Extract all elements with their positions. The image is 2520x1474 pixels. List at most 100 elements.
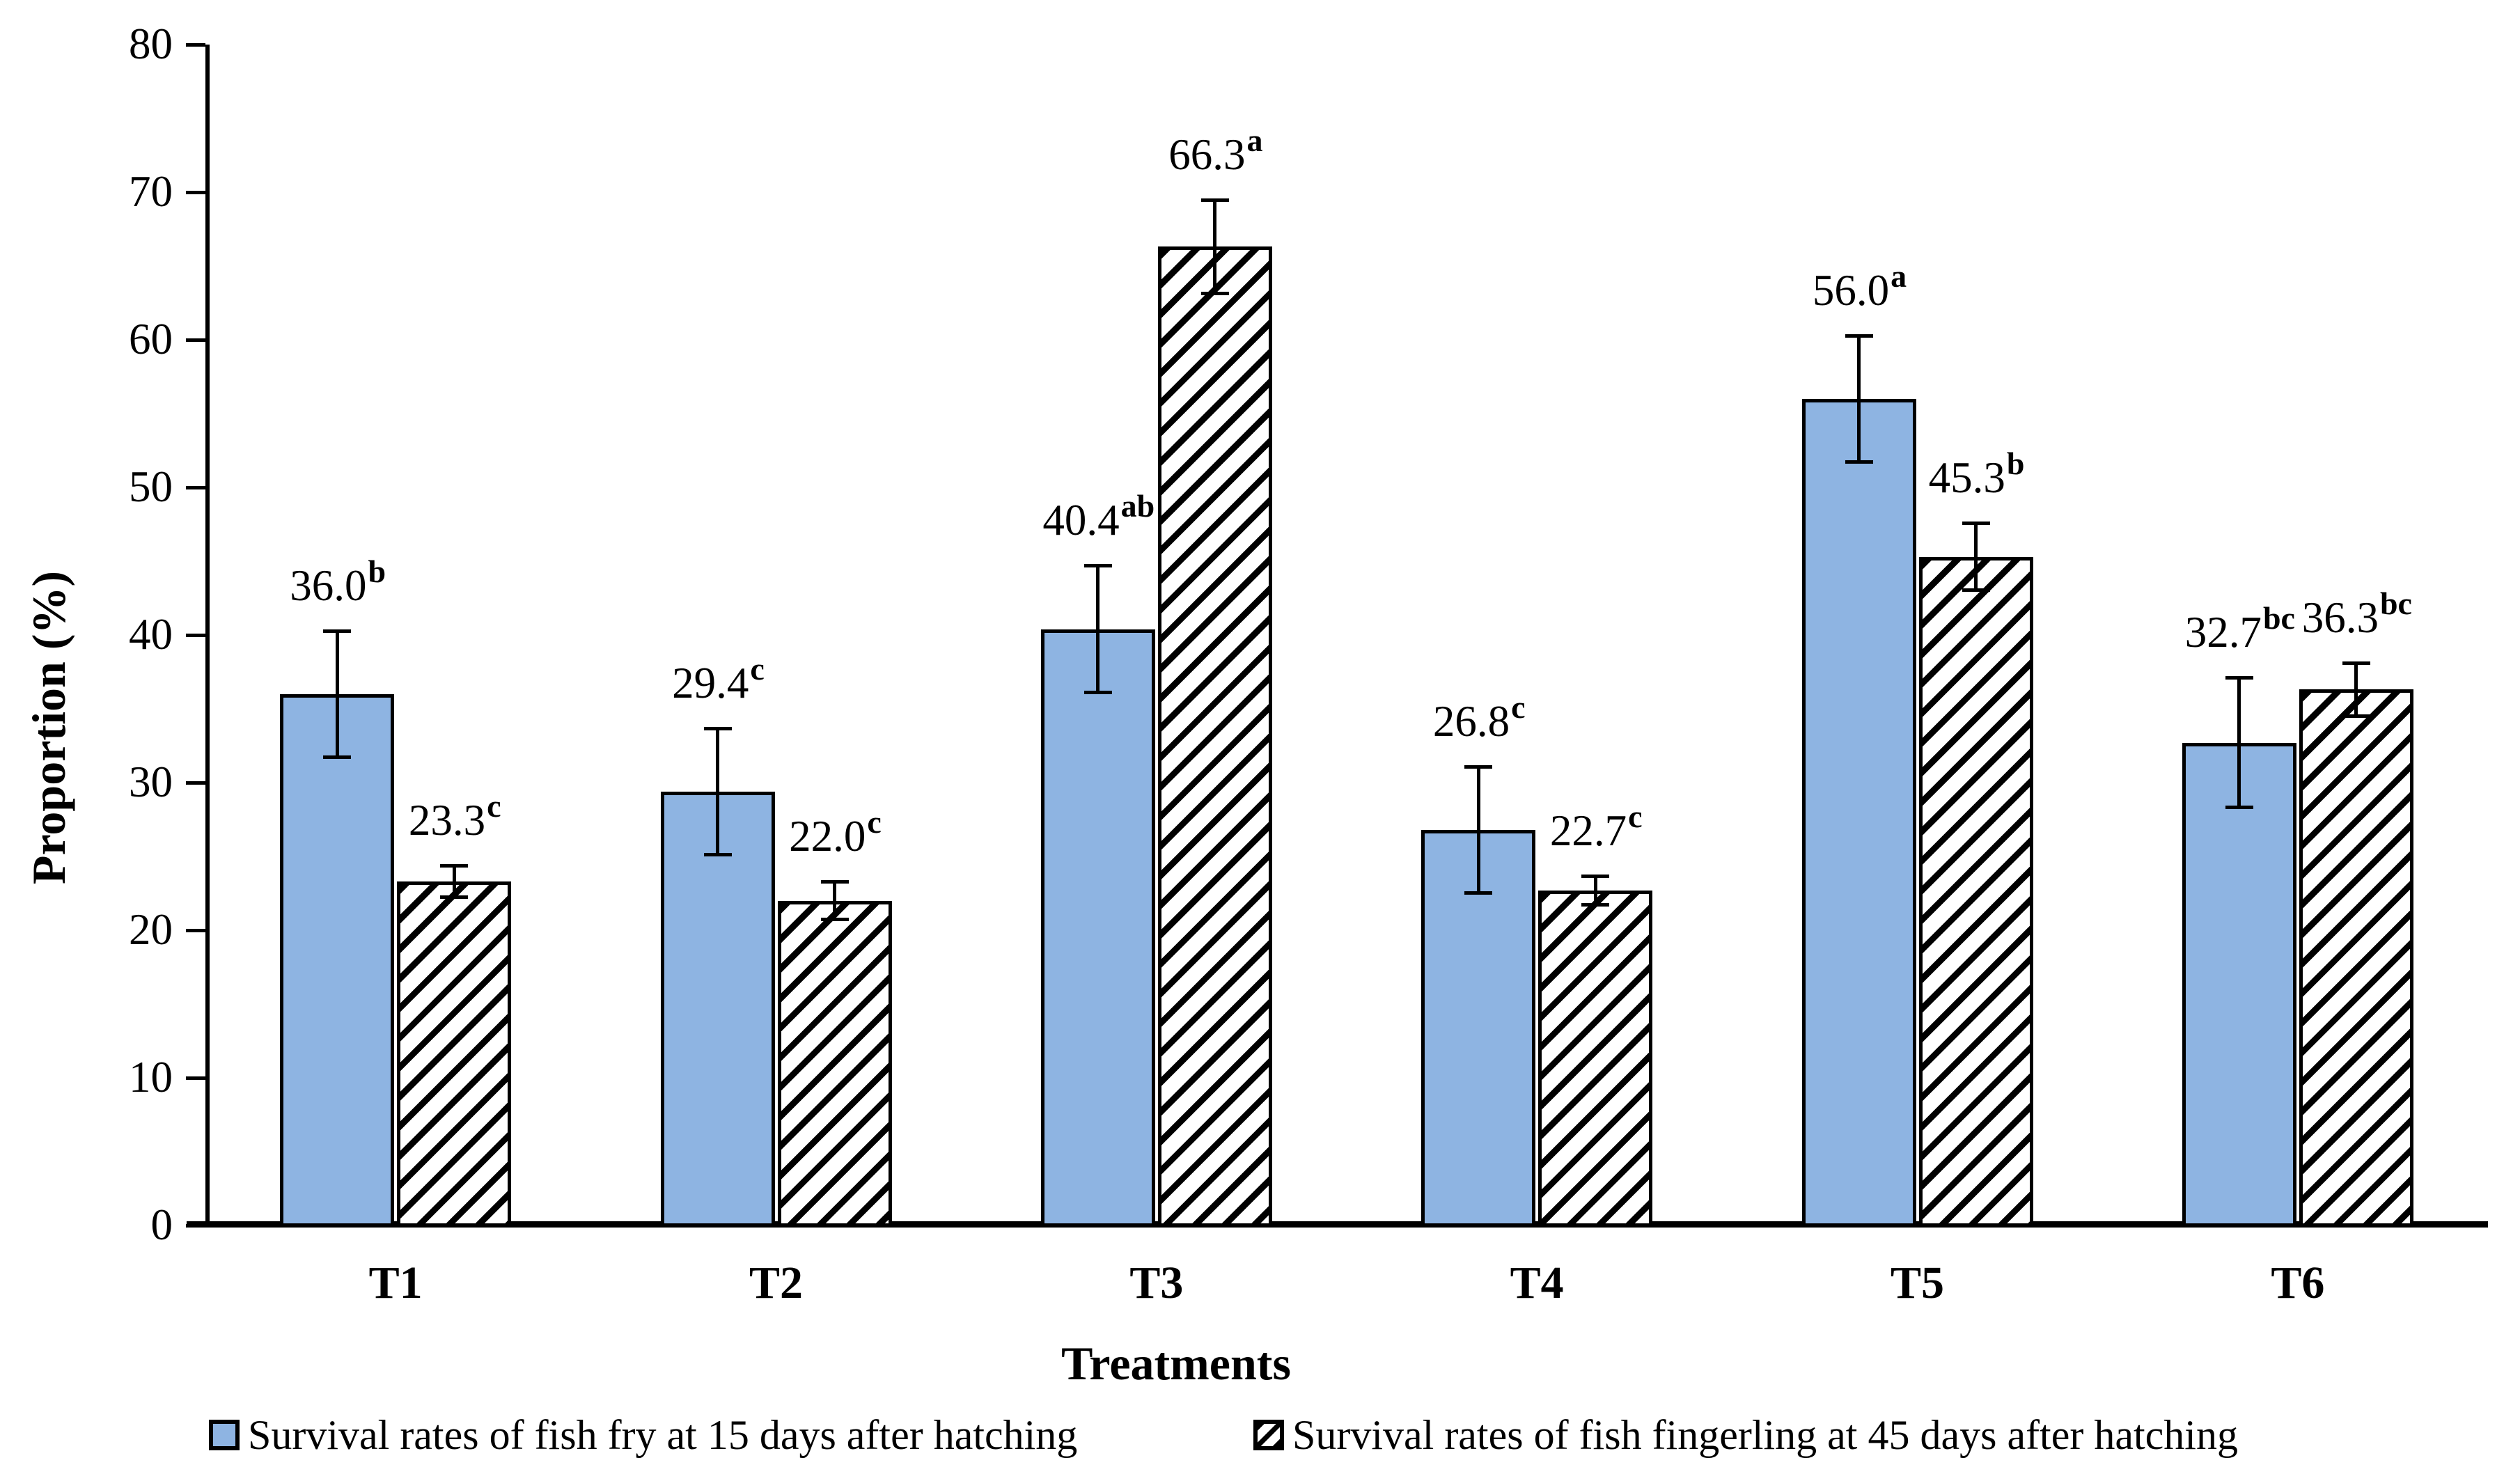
y-tick (186, 634, 205, 637)
data-label-value: 32.7 (2184, 608, 2262, 657)
y-tick-label: 70 (129, 167, 173, 216)
error-bar-cap-bottom (1845, 460, 1873, 464)
data-label-value: 56.0 (1812, 265, 1890, 315)
bar-fingerling-T2 (777, 900, 892, 1227)
y-tick (186, 486, 205, 489)
error-bar (716, 728, 719, 855)
bar-fry-T2 (660, 791, 775, 1227)
error-bar-cap-top (1962, 521, 1990, 525)
bar-fry-T6 (2182, 742, 2296, 1227)
error-bar (1974, 522, 1978, 591)
data-label: 40.4ab (1042, 488, 1155, 549)
data-label-value: 29.4 (672, 658, 749, 707)
legend-marker-fry (209, 1420, 240, 1450)
data-label: 66.3a (1168, 123, 1262, 183)
x-tick-label-T2: T2 (749, 1257, 804, 1308)
data-label: 22.7c (1550, 799, 1643, 859)
y-tick (186, 191, 205, 194)
data-label-superscript: a (1246, 122, 1263, 158)
error-bar (1213, 199, 1217, 295)
data-label-value: 26.8 (1432, 696, 1510, 746)
error-bar-cap-bottom (1200, 292, 1229, 296)
data-label-superscript: a (1891, 258, 1907, 294)
legend-item-fry: Survival rates of fish fry at 15 days af… (209, 1412, 1077, 1458)
legend: Survival rates of fish fry at 15 days af… (0, 1405, 2520, 1468)
data-label: 36.3bc (2301, 586, 2412, 646)
error-bar-cap-bottom (1083, 690, 1112, 694)
bar-fingerling-T4 (1538, 890, 1653, 1227)
x-tick-label-T3: T3 (1129, 1257, 1184, 1308)
data-label-superscript: c (487, 787, 501, 824)
data-label-superscript: b (368, 553, 386, 589)
y-tick-label: 50 (129, 462, 173, 511)
y-axis-line (205, 45, 210, 1225)
data-label-superscript: ab (1120, 488, 1155, 524)
bar-fry-T1 (280, 693, 395, 1227)
error-bar-cap-top (820, 880, 849, 884)
data-label: 23.3c (408, 788, 501, 849)
data-label-value: 36.3 (2301, 593, 2379, 643)
bar-fingerling-T1 (397, 881, 512, 1227)
error-bar-cap-bottom (323, 755, 352, 759)
error-bar-cap-top (1581, 874, 1610, 878)
error-bar-cap-top (323, 629, 352, 633)
y-tick-label: 30 (129, 758, 173, 806)
legend-label: Survival rates of fish fry at 15 days af… (248, 1412, 1078, 1458)
y-tick (186, 1076, 205, 1080)
error-bar-cap-top (1845, 334, 1873, 338)
error-bar (1857, 335, 1861, 462)
error-bar-cap-top (2225, 676, 2253, 680)
error-bar-cap-bottom (820, 918, 849, 922)
data-label: 29.4c (672, 651, 765, 712)
error-bar-cap-bottom (1581, 902, 1610, 907)
y-tick (186, 781, 205, 785)
error-bar-cap-bottom (703, 852, 732, 856)
error-bar (1096, 565, 1100, 693)
error-bar (452, 865, 456, 898)
error-bar (1476, 766, 1480, 893)
data-label-value: 40.4 (1042, 496, 1120, 545)
bar-fry-T5 (1801, 398, 1916, 1227)
data-label-superscript: c (1628, 798, 1643, 834)
error-bar-cap-bottom (440, 895, 469, 900)
x-tick-label-T4: T4 (1510, 1257, 1564, 1308)
legend-marker-fingerling (1253, 1420, 1284, 1450)
data-label: 56.0a (1812, 258, 1907, 319)
y-tick (186, 338, 205, 342)
error-bar (2354, 663, 2358, 716)
error-bar (2237, 677, 2241, 808)
data-label-superscript: bc (2379, 586, 2412, 622)
data-label: 22.0c (789, 804, 882, 865)
y-tick (186, 1224, 205, 1228)
data-label: 32.7bc (2184, 600, 2295, 661)
error-bar-cap-bottom (2342, 714, 2370, 718)
data-label-value: 66.3 (1168, 130, 1246, 179)
data-label-superscript: c (750, 650, 765, 687)
y-tick-label: 40 (129, 610, 173, 659)
error-bar-cap-bottom (1962, 588, 1990, 593)
data-label-value: 22.0 (789, 812, 866, 861)
legend-item-fingerling: Survival rates of fish fingerling at 45 … (1253, 1412, 2238, 1458)
data-label-value: 23.3 (408, 795, 486, 845)
error-bar-cap-top (703, 726, 732, 730)
x-tick-label-T5: T5 (1890, 1257, 1945, 1308)
error-bar (1593, 875, 1597, 905)
error-bar (335, 630, 339, 758)
error-bar-cap-top (1083, 564, 1112, 568)
data-label: 45.3b (1929, 446, 2025, 506)
error-bar-cap-top (1200, 198, 1229, 202)
error-bar-cap-top (1464, 765, 1493, 769)
data-label: 26.8c (1432, 689, 1526, 750)
y-tick-label: 60 (129, 315, 173, 363)
error-bar-cap-bottom (2225, 806, 2253, 810)
y-tick (186, 43, 205, 47)
y-tick-label: 10 (129, 1053, 173, 1101)
x-axis-line (187, 1221, 2488, 1228)
bar-fingerling-T6 (2299, 689, 2413, 1227)
error-bar (833, 881, 836, 920)
data-label-superscript: b (2006, 445, 2025, 481)
y-tick (186, 929, 205, 932)
data-label: 36.0b (290, 554, 386, 614)
